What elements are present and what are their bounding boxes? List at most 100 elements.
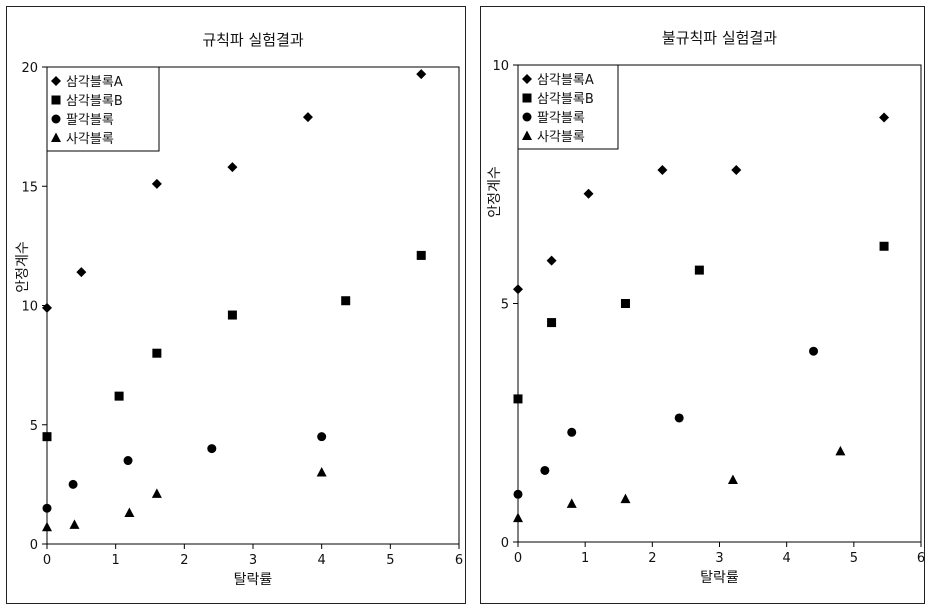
data-point-triangle (566, 498, 577, 508)
chart-regular-waves: 규칙파 실험결과 0 1 2 3 4 5 6 0 5 10 15 20 탈락률 안정계수 삼각블록A 삼각블록B… (15, 31, 463, 588)
y-tick-label: 5 (30, 419, 38, 434)
data-point-circle (809, 346, 819, 356)
chart-panel-regular: 규칙파 실험결과 0 1 2 3 4 5 6 0 5 10 15 20 탈락률 안정계수 삼각블록A 삼각블록B… (6, 6, 466, 604)
legend-label: 사각블록 (537, 130, 585, 145)
data-point-circle (317, 432, 327, 442)
legend-label: 팔각블록 (537, 111, 585, 126)
data-point-square (114, 391, 124, 401)
x-tick-label: 4 (318, 553, 326, 568)
data-point-circle (42, 503, 52, 513)
legend-marker-triangle (522, 130, 532, 140)
x-tick-label: 5 (850, 551, 858, 566)
chart-title: 불규칙파 실험결과 (662, 29, 777, 47)
series-square-points (42, 250, 426, 442)
data-point-square (416, 250, 426, 260)
legend-marker-square (51, 95, 61, 105)
data-point-triangle (69, 519, 80, 529)
x-tick-label: 3 (249, 553, 257, 568)
y-tick-label: 10 (492, 59, 509, 74)
legend-label: 삼각블록A (537, 73, 594, 88)
legend-marker-diamond (522, 74, 532, 84)
data-point-triangle (835, 445, 846, 456)
data-point-square (620, 299, 630, 308)
legend-marker-diamond (51, 76, 61, 86)
data-point-diamond (546, 255, 557, 266)
series-square-points (513, 241, 889, 404)
x-tick-label: 3 (715, 551, 723, 566)
y-tick-label: 0 (501, 536, 509, 551)
data-point-circle (513, 489, 523, 499)
data-point-square (879, 241, 889, 251)
legend-label: 팔각블록 (66, 113, 114, 128)
legend-label: 사각블록 (66, 132, 114, 147)
data-point-circle (123, 456, 133, 466)
chart-irregular-waves: 불규칙파 실험결과 0 1 2 3 4 5 6 0 5 10 탈락률 안정계수 삼각블록A 삼각블록B 팔각블… (487, 29, 924, 586)
data-point-square (227, 310, 237, 320)
data-point-square (152, 348, 162, 358)
x-tick-label: 0 (514, 551, 522, 566)
data-point-square (513, 394, 523, 404)
data-point-triangle (316, 466, 327, 477)
y-axis-label: 안정계수 (15, 241, 31, 293)
x-axis-label: 탈락률 (234, 572, 273, 588)
data-point-square (42, 432, 52, 442)
legend-marker-triangle (51, 132, 61, 142)
legend-marker-square (522, 93, 532, 103)
data-point-diamond (42, 302, 52, 313)
legend-box (517, 64, 619, 150)
legend-label: 삼각블록B (537, 92, 594, 107)
data-point-diamond (416, 69, 427, 80)
x-tick-label: 6 (455, 553, 463, 568)
data-point-diamond (657, 164, 668, 175)
data-point-triangle (124, 507, 135, 517)
y-tick-label: 5 (501, 298, 509, 313)
series-triangle-points (513, 445, 846, 523)
data-point-triangle (727, 474, 738, 484)
x-tick-label: 6 (917, 551, 924, 566)
data-point-circle (540, 465, 550, 475)
data-point-diamond (879, 112, 890, 123)
data-point-diamond (151, 178, 162, 189)
data-point-circle (674, 413, 684, 423)
legend-label: 삼각블록A (66, 75, 123, 90)
x-tick-label: 4 (783, 551, 791, 566)
y-tick-label: 20 (21, 61, 38, 76)
series-circle-points (513, 346, 819, 499)
data-point-circle (207, 444, 217, 454)
data-point-triangle (513, 512, 523, 523)
y-axis-label: 안정계수 (487, 166, 503, 218)
series-diamond-points (513, 112, 890, 295)
y-tick-label: 15 (21, 180, 38, 195)
y-tick-label: 0 (30, 538, 38, 553)
x-tick-label: 5 (386, 553, 394, 568)
data-point-diamond (583, 188, 594, 199)
data-point-diamond (76, 267, 87, 278)
legend-box (46, 66, 160, 152)
legend-marker-circle (522, 112, 532, 122)
chart-panel-irregular: 불규칙파 실험결과 0 1 2 3 4 5 6 0 5 10 탈락률 안정계수 삼각블록A 삼각블록B 팔각블… (480, 6, 925, 604)
x-tick-label: 1 (581, 551, 589, 566)
series-diamond-points (42, 69, 427, 313)
data-point-circle (567, 427, 577, 437)
data-point-diamond (731, 164, 742, 175)
y-tick-label: 10 (21, 300, 38, 315)
x-axis-label: 탈락률 (700, 570, 739, 586)
data-point-triangle (42, 521, 52, 532)
data-point-square (547, 318, 557, 328)
x-tick-label: 2 (180, 553, 188, 568)
x-tick-label: 0 (43, 553, 51, 568)
data-point-triangle (620, 493, 631, 504)
legend-label: 삼각블록B (66, 94, 123, 109)
data-point-square (694, 265, 704, 275)
chart-title: 규칙파 실험결과 (202, 31, 304, 49)
x-tick-label: 1 (112, 553, 120, 568)
data-point-circle (68, 479, 78, 489)
data-point-square (341, 296, 351, 306)
data-point-diamond (227, 162, 238, 173)
data-point-triangle (151, 488, 162, 498)
series-triangle-points (42, 466, 327, 532)
series-circle-points (42, 432, 327, 513)
legend-marker-circle (51, 114, 61, 124)
